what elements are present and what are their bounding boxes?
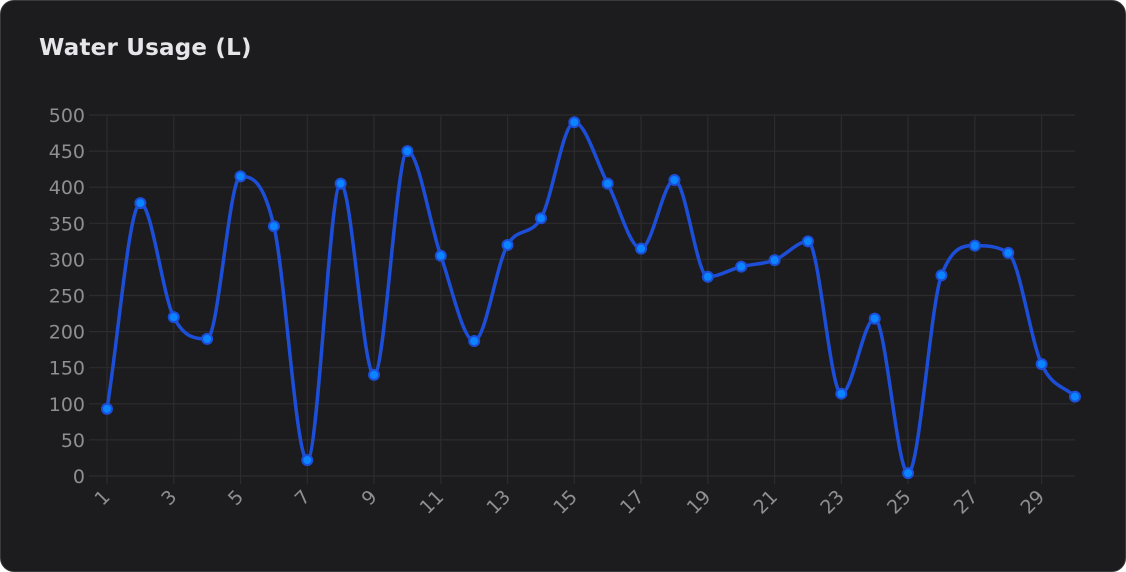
- x-tick-label: 17: [616, 486, 649, 519]
- data-point[interactable]: [701, 270, 714, 283]
- y-tick-label: 350: [49, 213, 85, 235]
- data-point[interactable]: [902, 467, 915, 480]
- data-point[interactable]: [935, 269, 948, 282]
- data-point[interactable]: [868, 312, 881, 325]
- data-point[interactable]: [801, 235, 814, 248]
- data-point[interactable]: [401, 145, 414, 158]
- y-tick-label: 150: [49, 358, 85, 380]
- data-point[interactable]: [835, 387, 848, 400]
- data-point[interactable]: [601, 177, 614, 190]
- y-tick-label: 0: [73, 466, 85, 488]
- data-point[interactable]: [368, 368, 381, 381]
- data-point[interactable]: [968, 239, 981, 252]
- series-line: [105, 120, 1077, 475]
- y-tick-label: 200: [49, 322, 85, 344]
- data-point[interactable]: [167, 311, 180, 324]
- x-tick-label: 13: [482, 486, 515, 519]
- data-point[interactable]: [134, 197, 147, 210]
- x-tick-label: 27: [950, 486, 983, 519]
- x-tick-label: 7: [291, 486, 315, 510]
- data-point[interactable]: [568, 116, 581, 129]
- data-point[interactable]: [668, 173, 681, 186]
- x-tick-label: 11: [416, 486, 449, 519]
- grid: [89, 114, 1075, 484]
- data-point[interactable]: [1035, 358, 1048, 371]
- x-tick-label: 23: [816, 486, 849, 519]
- data-point[interactable]: [468, 334, 481, 347]
- x-tick-label: 9: [357, 486, 381, 510]
- data-point[interactable]: [534, 212, 547, 225]
- x-tick-label: 19: [683, 486, 716, 519]
- series-water-usage: [101, 116, 1081, 480]
- data-point[interactable]: [434, 249, 447, 262]
- y-tick-label: 300: [49, 249, 85, 271]
- x-tick-label: 1: [90, 486, 114, 510]
- data-point[interactable]: [301, 454, 314, 467]
- x-tick-label: 3: [157, 486, 181, 510]
- data-point[interactable]: [234, 170, 247, 183]
- data-point[interactable]: [267, 220, 280, 233]
- y-axis-ticks: 0 50 100 150 200 250 300 350 400 450 500: [49, 105, 85, 488]
- y-tick-label: 50: [61, 430, 85, 452]
- data-point[interactable]: [101, 402, 113, 415]
- x-tick-label: 29: [1016, 486, 1049, 519]
- data-point[interactable]: [635, 242, 648, 255]
- data-point[interactable]: [1069, 390, 1081, 403]
- y-tick-label: 250: [49, 286, 85, 308]
- data-point[interactable]: [1002, 246, 1015, 259]
- x-tick-label: 15: [549, 486, 582, 519]
- y-tick-label: 400: [49, 177, 85, 199]
- y-tick-label: 450: [49, 141, 85, 163]
- x-tick-label: 5: [224, 486, 248, 510]
- x-axis-ticks: 1 3 5 7 9 11 13 15 17 19 21 23 25 27 29: [90, 486, 1049, 519]
- x-tick-label: 25: [883, 486, 916, 519]
- y-tick-label: 100: [49, 394, 85, 416]
- y-tick-label: 500: [49, 105, 85, 127]
- chart-title: Water Usage (L): [39, 35, 252, 61]
- data-point[interactable]: [735, 260, 748, 273]
- data-point[interactable]: [334, 177, 347, 190]
- data-point[interactable]: [201, 332, 214, 345]
- data-point[interactable]: [768, 254, 781, 267]
- data-point[interactable]: [501, 238, 514, 251]
- x-tick-label: 21: [749, 486, 782, 519]
